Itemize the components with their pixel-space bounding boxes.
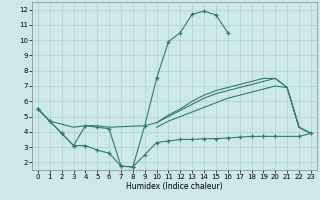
X-axis label: Humidex (Indice chaleur): Humidex (Indice chaleur) [126,182,223,191]
